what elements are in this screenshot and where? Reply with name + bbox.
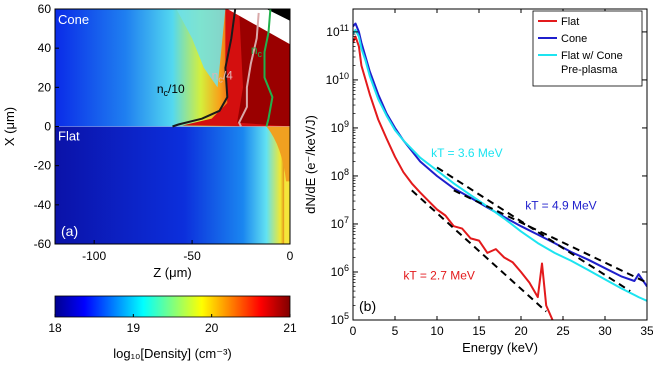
heatmap-axes: -100 -50 0 -60 -40 -20 0 20 40 60 bbox=[34, 2, 294, 263]
heatmap-y-tick-label: -60 bbox=[34, 237, 52, 251]
spectrum-y-axis-label: dN/dE (e⁻/keV/J) bbox=[303, 115, 318, 214]
heatmap-y-tick-label: 60 bbox=[38, 2, 52, 16]
heatmap-x-tick-label: -50 bbox=[183, 249, 201, 263]
fit-label-2-7-mev: kT = 2.7 MeV bbox=[403, 268, 474, 282]
fit-line-2 bbox=[411, 189, 547, 313]
spectrum-x-tick-label: 20 bbox=[514, 324, 528, 338]
spectrum-x-tick-label: 30 bbox=[598, 324, 612, 338]
vacuum-region bbox=[266, 9, 290, 21]
colorbar-gradient bbox=[54, 295, 291, 318]
contour-line-1 bbox=[237, 12, 260, 127]
cone-wall bbox=[227, 9, 290, 45]
density-heatmap-panel: -100 -50 0 -60 -40 -20 0 20 40 60 Cone Flat (a) n… bbox=[2, 2, 294, 280]
spectrum-axes: 0 5 10 15 20 25 30 35 105 106 107 108 109 1010 1011 bbox=[326, 9, 653, 338]
heatmap-y-tick-label: -40 bbox=[34, 198, 52, 212]
legend-label-flat: Flat bbox=[561, 16, 579, 28]
contour-label-nc10: nc/10 bbox=[157, 82, 185, 98]
legend-box bbox=[532, 10, 643, 87]
energy-spectrum-panel: 0 5 10 15 20 25 30 35 105 106 107 108 109 1010 1011 kT… bbox=[303, 8, 653, 355]
contour-line-0 bbox=[172, 9, 237, 128]
flat-density-region bbox=[55, 126, 290, 244]
flat-target-surface bbox=[284, 126, 290, 244]
spectrum-y-tick-label: 1010 bbox=[326, 71, 349, 87]
series-line-1 bbox=[353, 22, 647, 287]
cone-region-label: Cone bbox=[58, 12, 89, 27]
spectrum-y-tick-label: 106 bbox=[331, 263, 349, 279]
heatmap-y-tick-label: 20 bbox=[38, 80, 52, 94]
panel-a-label: (a) bbox=[61, 223, 78, 239]
legend-label-cone: Cone bbox=[561, 33, 587, 45]
spectrum-x-tick-label: 25 bbox=[556, 324, 570, 338]
heatmap-y-axis-label: X (μm) bbox=[2, 107, 17, 146]
heatmap-y-tick-label: 0 bbox=[44, 120, 51, 134]
legend-label-flat-cone-line1: Flat w/ Cone bbox=[561, 50, 623, 62]
contour-label-nc: nc bbox=[251, 43, 263, 59]
legend-label-flat-cone-line2: Pre-plasma bbox=[561, 64, 618, 76]
heatmap-y-tick-label: 40 bbox=[38, 41, 52, 55]
panel-b-label: (b) bbox=[359, 298, 376, 314]
heatmap-x-tick-label: 0 bbox=[287, 249, 294, 263]
spectrum-x-tick-label: 5 bbox=[392, 324, 399, 338]
spectrum-y-tick-label: 107 bbox=[331, 215, 349, 231]
colorbar-tick-label: 20 bbox=[205, 321, 219, 335]
spectrum-y-tick-label: 109 bbox=[331, 119, 349, 135]
heatmap-y-tick-label: -20 bbox=[34, 159, 52, 173]
spectrum-x-tick-label: 15 bbox=[472, 324, 486, 338]
flat-region-label: Flat bbox=[58, 129, 80, 144]
spectrum-frame bbox=[352, 8, 648, 321]
plume-region bbox=[176, 9, 226, 88]
spectrum-y-tick-label: 105 bbox=[331, 311, 349, 327]
legend: Flat Cone Flat w/ Cone Pre-plasma bbox=[532, 10, 643, 87]
spectrum-y-tick-label: 108 bbox=[331, 167, 349, 183]
spectrum-y-tick-label: 1011 bbox=[326, 23, 349, 39]
fit-label-3-6-mev: kT = 3.6 MeV bbox=[431, 146, 502, 160]
spectrum-x-tick-label: 35 bbox=[640, 324, 653, 338]
colorbar-ticks: 18 19 20 21 bbox=[48, 314, 297, 335]
spectrum-x-tick-label: 0 bbox=[350, 324, 357, 338]
colorbar-tick-label: 19 bbox=[127, 321, 141, 335]
colorbar-tick-label: 21 bbox=[283, 321, 297, 335]
heatmap-x-axis-label: Z (μm) bbox=[153, 265, 192, 280]
colorbar-label: log₁₀[Density] (cm⁻³) bbox=[113, 346, 232, 361]
spectrum-series bbox=[353, 22, 647, 320]
fit-lines bbox=[411, 166, 647, 313]
contour-line-2 bbox=[263, 9, 274, 127]
spectrum-x-tick-label: 10 bbox=[430, 324, 444, 338]
flat-preplasma bbox=[266, 126, 290, 182]
contour-group bbox=[172, 9, 274, 128]
density-map bbox=[55, 9, 290, 244]
spectrum-x-axis-label: Energy (keV) bbox=[462, 340, 538, 355]
fit-label-4-9-mev: kT = 4.9 MeV bbox=[525, 199, 596, 213]
colorbar: 18 19 20 21 log₁₀[Density] (cm⁻³) bbox=[48, 295, 297, 361]
series-line-2 bbox=[353, 28, 647, 302]
series-line-0 bbox=[353, 35, 566, 320]
heatmap-x-tick-label: -100 bbox=[82, 249, 106, 263]
contour-label-nc4: nc/4 bbox=[212, 69, 234, 85]
colorbar-tick-label: 18 bbox=[48, 321, 62, 335]
